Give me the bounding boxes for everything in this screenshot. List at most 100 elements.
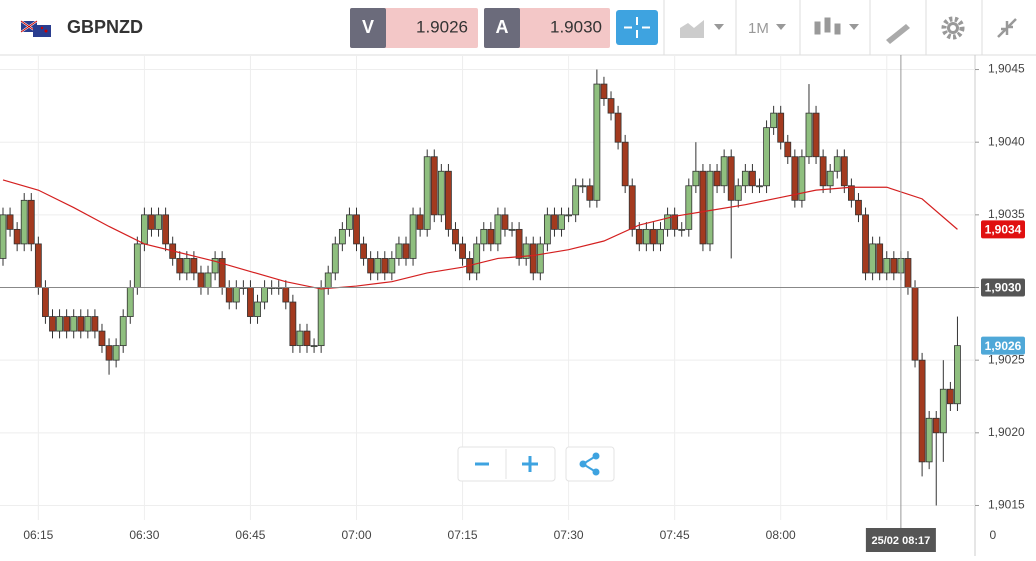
zoom-controls bbox=[457, 446, 615, 482]
candle-body bbox=[254, 301, 261, 317]
candle-body bbox=[692, 170, 700, 187]
candle-body bbox=[445, 170, 452, 230]
candle-body bbox=[685, 185, 693, 230]
candle-body bbox=[430, 156, 438, 216]
sell-label: V bbox=[362, 17, 374, 37]
candle-body bbox=[20, 199, 28, 245]
candle-body bbox=[331, 243, 339, 274]
candle-body bbox=[395, 243, 403, 259]
candle-body bbox=[791, 156, 799, 201]
candle-body bbox=[586, 185, 594, 201]
candle-body bbox=[741, 170, 749, 187]
price-tag bbox=[981, 336, 1025, 355]
share-button[interactable] bbox=[579, 452, 600, 476]
x-tick-label: 06:30 bbox=[129, 528, 159, 542]
price-tag-label: 1,9026 bbox=[985, 339, 1022, 353]
candle-body bbox=[607, 98, 615, 114]
candle-body bbox=[247, 287, 254, 317]
candle-body bbox=[635, 228, 643, 245]
candle-body bbox=[720, 156, 728, 187]
candle-body bbox=[0, 214, 7, 259]
x-tick-label: 06:45 bbox=[235, 528, 265, 542]
y-tick-label: 1,9020 bbox=[988, 425, 1025, 439]
candle-body bbox=[70, 316, 78, 332]
candle-body bbox=[459, 243, 466, 259]
time-tag-label: 25/02 08:17 bbox=[872, 535, 931, 547]
crosshair-button[interactable] bbox=[616, 10, 658, 45]
candle-body bbox=[911, 287, 919, 361]
buy-label: A bbox=[496, 17, 509, 37]
candle-body bbox=[282, 287, 290, 303]
candle-body bbox=[225, 287, 233, 303]
candle-body bbox=[211, 258, 219, 274]
candle-body bbox=[480, 228, 488, 245]
candle-body bbox=[664, 214, 671, 230]
candle-body bbox=[473, 243, 481, 274]
candle-style-button[interactable] bbox=[814, 17, 859, 35]
flag bbox=[20, 20, 51, 37]
candle-body bbox=[529, 243, 537, 274]
candle-body bbox=[932, 417, 940, 434]
candle-body bbox=[42, 287, 49, 317]
candle-body bbox=[374, 258, 382, 274]
candle-body bbox=[317, 287, 325, 347]
candle-body bbox=[437, 170, 445, 216]
y-tick-label: 1,9025 bbox=[988, 352, 1025, 366]
candle-body bbox=[98, 330, 106, 347]
candle-body bbox=[727, 156, 735, 201]
candle-body bbox=[140, 214, 148, 245]
candle-body bbox=[614, 112, 622, 143]
candle-body bbox=[770, 112, 778, 129]
candle-body bbox=[840, 156, 848, 187]
draw-button[interactable] bbox=[886, 24, 910, 44]
price-tag-label: 1,9030 bbox=[985, 281, 1022, 295]
candle-body bbox=[579, 185, 587, 188]
candle-body bbox=[388, 258, 396, 274]
candle-body bbox=[494, 214, 502, 245]
candle-body bbox=[713, 170, 721, 187]
candle-body bbox=[777, 112, 785, 143]
candle-body bbox=[890, 258, 898, 274]
chart-type-button[interactable] bbox=[680, 20, 724, 38]
candle-body bbox=[126, 287, 134, 317]
candle-body bbox=[883, 258, 891, 274]
settings-button[interactable] bbox=[941, 16, 965, 40]
candle-body bbox=[819, 156, 827, 187]
candle-body bbox=[925, 417, 933, 463]
timeframe[interactable]: 1M bbox=[748, 20, 769, 37]
candle-body bbox=[303, 330, 311, 347]
candle-body bbox=[805, 112, 813, 158]
candle-body bbox=[360, 243, 367, 259]
candle-body bbox=[628, 185, 636, 230]
candle-body bbox=[261, 287, 268, 303]
candle-body bbox=[508, 228, 516, 231]
x-tick-label: 07:30 bbox=[554, 528, 584, 542]
x-tick-label: 06:15 bbox=[23, 528, 53, 542]
candle-body bbox=[946, 388, 954, 405]
candle-body bbox=[6, 214, 14, 230]
collapse-button[interactable] bbox=[997, 18, 1017, 38]
candle-body bbox=[487, 228, 495, 245]
candle-body bbox=[324, 272, 332, 288]
candle-body bbox=[13, 228, 21, 245]
moving-average bbox=[2, 179, 958, 290]
candle-body bbox=[289, 301, 297, 347]
zoom-in[interactable] bbox=[522, 456, 538, 472]
candle-body bbox=[402, 243, 410, 259]
candle-body bbox=[551, 214, 558, 230]
candle-body bbox=[621, 141, 629, 187]
candle-body bbox=[657, 228, 664, 245]
price-tag bbox=[981, 278, 1025, 297]
candle-body bbox=[381, 258, 389, 274]
y-tick-label: 1,9035 bbox=[988, 207, 1025, 221]
candle-body bbox=[572, 185, 580, 216]
candle-body bbox=[84, 316, 92, 332]
candle-body bbox=[565, 214, 572, 217]
price-tag-label: 1,9034 bbox=[985, 223, 1022, 237]
candle-body bbox=[642, 228, 650, 245]
time-tag bbox=[865, 528, 936, 552]
candle-body bbox=[954, 345, 961, 405]
candle-body bbox=[119, 316, 127, 347]
